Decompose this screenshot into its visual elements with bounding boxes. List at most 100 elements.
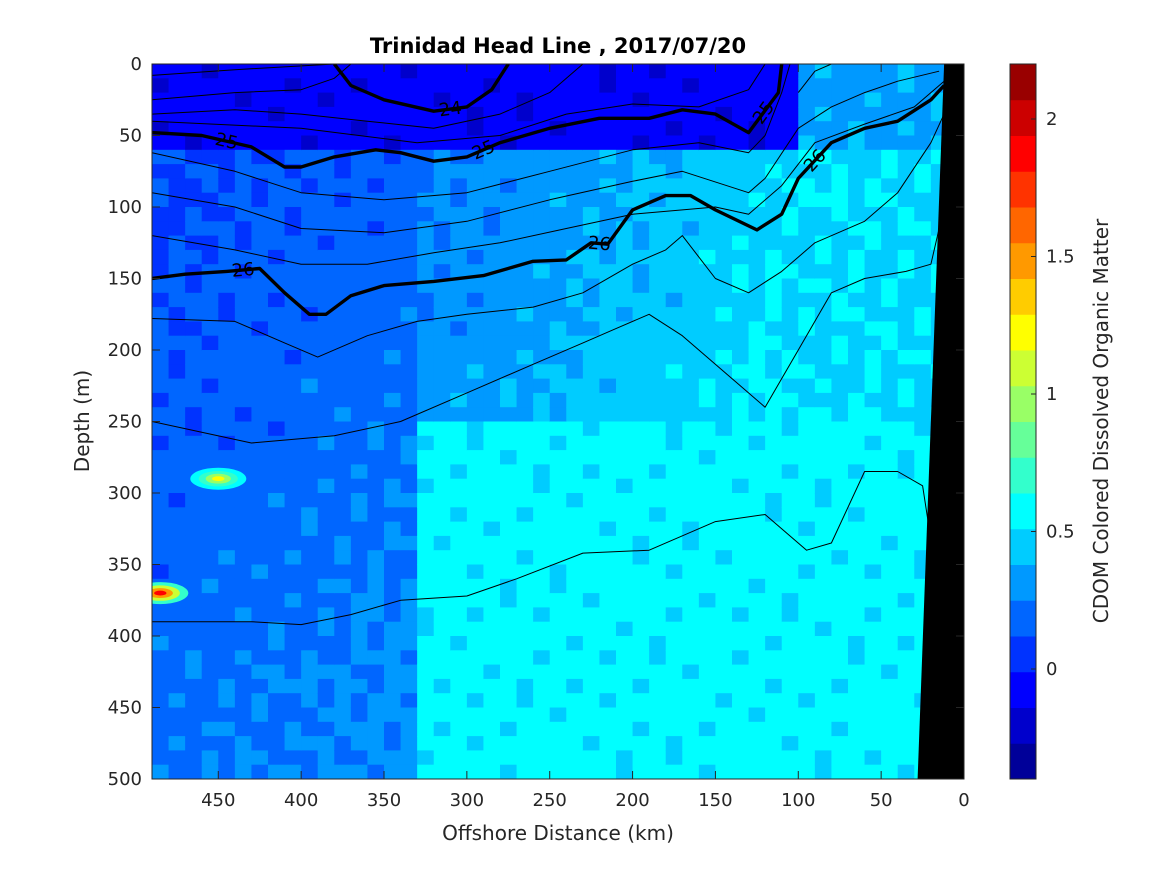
- field-cell: [251, 249, 269, 265]
- y-tick-label: 100: [108, 197, 142, 218]
- field-cell: [831, 264, 849, 280]
- field-cell: [367, 650, 385, 666]
- field-cell: [400, 106, 418, 122]
- field-cell: [582, 607, 601, 623]
- field-cell: [317, 664, 335, 680]
- field-cell: [152, 364, 170, 380]
- field-cell: [765, 636, 783, 651]
- field-cell: [897, 564, 915, 580]
- field-cell: [765, 550, 783, 566]
- field-cell: [268, 450, 286, 465]
- field-cell: [715, 235, 733, 251]
- field-cell: [632, 478, 650, 494]
- field-cell: [698, 121, 717, 137]
- field-cell: [897, 178, 915, 194]
- field-cell: [201, 249, 219, 265]
- field-cell: [350, 292, 369, 308]
- field-cell: [632, 235, 650, 251]
- field-cell: [350, 178, 369, 194]
- field-cell: [268, 693, 286, 709]
- field-cell: [152, 607, 170, 623]
- field-cell: [732, 736, 750, 751]
- field-cell: [384, 235, 402, 251]
- contour-line: [152, 106, 948, 358]
- field-cell: [500, 221, 518, 237]
- field-cell: [367, 678, 385, 694]
- field-cell: [533, 235, 551, 251]
- field-cell: [964, 336, 981, 351]
- field-cell: [765, 578, 783, 594]
- field-cell: [334, 135, 352, 151]
- field-cell: [350, 164, 369, 179]
- field-cell: [682, 736, 700, 751]
- field-cell: [582, 278, 601, 294]
- field-cell: [897, 221, 915, 237]
- field-cell: [168, 392, 186, 408]
- field-cell: [284, 235, 302, 251]
- field-cell: [698, 421, 717, 437]
- field-cell: [682, 421, 700, 437]
- field-cell: [864, 221, 882, 237]
- field-cell: [301, 535, 319, 551]
- field-cell: [748, 335, 766, 351]
- field-cell: [533, 607, 551, 623]
- field-cell: [682, 78, 700, 94]
- field-cell: [616, 207, 634, 222]
- field-cell: [218, 178, 236, 194]
- field-cell: [433, 664, 451, 680]
- field-cell: [466, 636, 485, 651]
- field-cell: [864, 564, 882, 580]
- field-cell: [301, 178, 319, 194]
- field-cell: [350, 564, 369, 580]
- field-cell: [500, 450, 518, 465]
- field-cell: [350, 207, 369, 222]
- field-cell: [831, 378, 849, 394]
- field-cell: [251, 78, 269, 94]
- field-cell: [798, 693, 816, 709]
- field-cell: [201, 278, 219, 294]
- field-cell: [168, 693, 186, 709]
- field-cell: [582, 521, 601, 537]
- field-cell: [367, 164, 385, 179]
- field-cell: [483, 535, 501, 551]
- field-cell: [632, 121, 650, 137]
- field-cell: [384, 450, 402, 465]
- field-cell: [234, 507, 253, 523]
- field-cell: [284, 664, 302, 680]
- field-cell: [715, 707, 733, 723]
- field-cell: [814, 221, 833, 237]
- colorbar-swatch: [1010, 135, 1036, 172]
- field-cell: [234, 535, 253, 551]
- field-cell: [284, 621, 302, 637]
- field-cell: [384, 721, 402, 737]
- field-cell: [682, 521, 700, 537]
- field-cell: [848, 707, 866, 723]
- field-cell: [450, 64, 468, 79]
- contour-label: 25: [213, 129, 240, 155]
- field-cell: [251, 721, 269, 737]
- x-axis-label: Offshore Distance (km): [442, 821, 674, 845]
- field-cell: [599, 750, 617, 766]
- field-cell: [433, 507, 451, 523]
- field-cell: [384, 664, 402, 680]
- field-cell: [665, 721, 683, 737]
- field-cell: [533, 292, 551, 308]
- field-cell: [516, 207, 534, 222]
- field-cell: [781, 693, 799, 709]
- field-cell: [450, 207, 468, 222]
- field-cell: [616, 64, 634, 79]
- field-cell: [765, 750, 783, 766]
- field-cell: [566, 392, 584, 408]
- field-cell: [367, 350, 385, 365]
- field-cell: [284, 550, 302, 566]
- field-cell: [500, 593, 518, 608]
- field-cell: [218, 764, 236, 779]
- field-cell: [268, 249, 286, 265]
- field-cell: [317, 121, 335, 137]
- field-cell: [914, 192, 932, 208]
- field-cell: [549, 493, 567, 508]
- field-cell: [152, 249, 170, 265]
- field-cell: [185, 636, 203, 651]
- field-cell: [284, 650, 302, 666]
- field-cell: [350, 578, 369, 594]
